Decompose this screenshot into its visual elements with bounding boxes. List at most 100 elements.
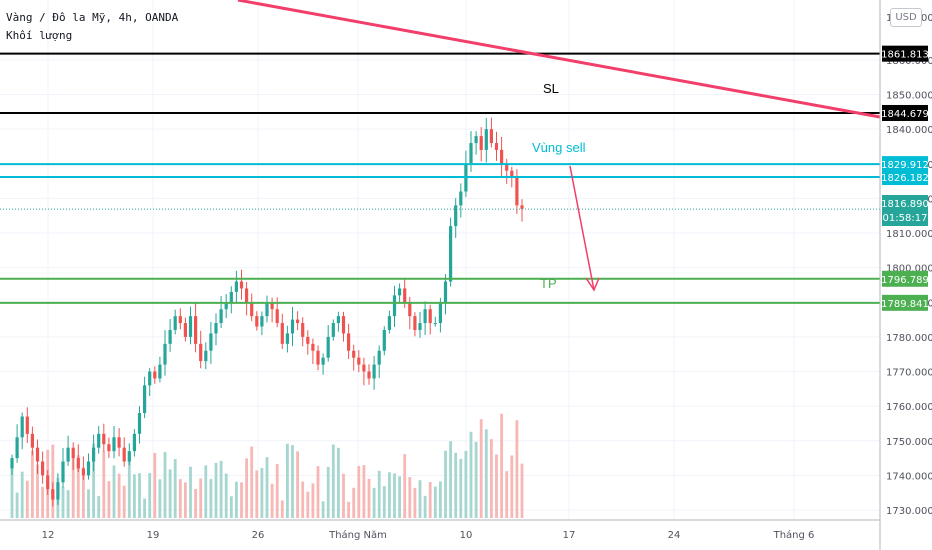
candle-body [81,468,85,476]
volume-bar [122,485,126,518]
volume-bar [214,462,218,518]
candle-body [173,316,177,330]
volume-bar [280,500,284,518]
candle-body [326,336,330,358]
volume-legend: Khối lượng [6,29,73,42]
candle-body [199,343,203,362]
volume-bar [189,466,192,518]
candle-body [46,475,50,490]
volume-bar [41,486,44,518]
candle-body [35,447,40,462]
candle-body [484,129,488,150]
x-tick-label: Tháng Năm [328,529,387,541]
volume-bar [97,496,101,518]
volume-bar [321,501,325,518]
chart-grid [0,0,880,520]
volume-bar [495,454,498,518]
volume-bar [148,473,152,518]
candle-body [357,357,361,365]
candle-body [505,163,509,171]
candle-body [102,433,106,445]
volume-bar [87,489,90,518]
candle-body [137,413,142,434]
volume-bar [286,443,289,518]
candle-body [168,329,172,344]
candle-body [260,316,264,327]
candle-body [163,343,167,365]
volume-bar [255,470,259,518]
currency-button[interactable]: USD [890,8,922,27]
y-tick-label: 1770.000 [886,368,932,379]
y-tick-label: 1840.000 [886,125,932,136]
candle-body [127,451,131,462]
level-label: 1796.789 [881,275,929,286]
candle-body [117,437,121,448]
candle-body [321,357,325,365]
volume-bar [270,483,274,518]
volume-bar [326,466,330,518]
candle-body [51,489,55,500]
volume-bar [444,450,447,518]
volume-bar [449,441,452,518]
volume-bar [316,466,320,518]
x-tick-label: 26 [252,530,265,541]
candle-body [224,302,228,310]
volume-bar [61,486,65,518]
candle-body [250,302,254,317]
volume-bar [36,464,39,518]
y-tick-label: 1810.000 [886,229,932,240]
candle-body [76,458,80,469]
candle-body [86,461,91,476]
volume-bar [388,472,391,518]
candle-body [494,143,499,150]
volume-bar [520,463,524,518]
volume-bar [199,478,203,518]
candle-body [204,350,208,362]
candle-body [280,323,284,344]
volume-bar [143,498,146,518]
candle-body [469,143,473,164]
volume-bar [479,419,483,518]
volume-bar [163,452,167,518]
candle-body [30,433,34,448]
candle-body [255,316,259,327]
volume-bar [10,468,14,518]
candle-body [153,371,157,379]
volume-bar [194,488,197,518]
volume-bar [219,460,223,518]
candle-body [107,444,111,452]
volume-bar [117,473,121,518]
candle-body [392,295,397,317]
volume-bar [184,482,187,518]
candle-body [301,323,305,337]
level-label-bg [882,270,928,287]
candle-body [97,433,101,448]
volume-bar [398,476,401,518]
volume-bar [102,451,106,518]
candle-body [56,482,60,500]
level-label: 1829.912 [881,160,929,171]
level-label-bg [882,294,928,311]
candle-body [20,416,24,438]
volume-bar [352,487,356,518]
volume-bar [173,459,177,518]
level-label-bg [882,169,928,186]
volume-bar [168,469,172,518]
candle-body [403,288,407,303]
candle-body [15,437,19,459]
candle-body [270,302,274,310]
volume-bar [107,481,111,518]
candle-body [454,205,458,227]
trendline [237,0,881,119]
volume-bar [92,443,95,518]
candle-body [398,288,402,296]
candle-body [132,433,136,452]
y-tick-label: 1760.000 [886,402,932,413]
volume-bar [204,465,208,518]
level-label: 1789.841 [881,299,929,310]
volume-bar [224,473,228,518]
volume-bar [15,492,19,518]
y-tick-label: 1750.000 [886,437,932,448]
volume-bar [377,470,381,518]
